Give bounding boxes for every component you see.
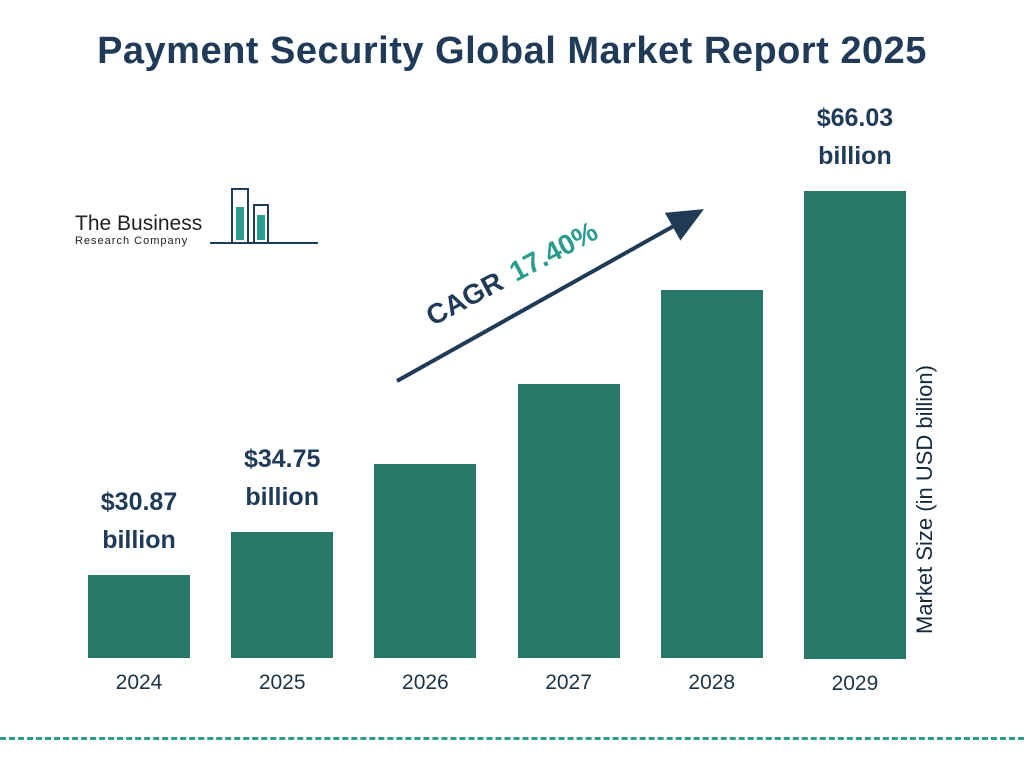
bar-value-unit: billion [818,141,892,170]
x-axis-tick-label: 2026 [402,671,449,694]
x-axis-tick-label: 2028 [688,671,736,694]
x-axis-tick-label: 2029 [831,671,879,695]
page-title: Payment Security Global Market Report 20… [97,30,927,72]
x-axis-tick-label: 2024 [115,671,163,694]
company-logo-text: The Business Research Company [75,212,202,247]
bar [88,575,190,658]
bar-value-label: $66.03 billion [817,100,893,175]
logo-chart-icon [210,188,319,244]
bar-column: $30.87 billion 2024 [88,100,190,708]
bar-value-label: $34.75 billion [244,441,320,516]
company-logo: The Business Research Company [75,185,320,247]
bar [517,384,620,658]
logo-line2: Research Company [75,235,189,247]
bar-column: 2026 [374,100,477,708]
bar-value-unit: billion [102,525,176,554]
bar-column: 2028 [660,100,763,708]
bar-value-text: $34.75 [243,445,321,473]
bar-column: 2027 [517,100,620,708]
bar [803,191,906,660]
bar-value-label: $30.87 billion [101,484,177,559]
bar-value-text: $66.03 [816,104,894,132]
bottom-dashed-divider [0,737,1024,740]
x-axis-tick-label: 2027 [545,671,592,694]
bar-chart: $30.87 billion 2024 $34.75 billion 2025 … [88,100,906,708]
bar [660,290,763,658]
logo-line1: The Business [75,211,203,235]
y-axis-label: Market Size (in USD billion) [912,365,937,635]
bar-column: $34.75 billion 2025 [231,100,334,708]
bar-value-text: $30.87 [100,488,178,516]
bar [374,464,477,658]
x-axis-tick-label: 2025 [258,671,306,694]
bar [231,532,334,658]
bar-value-unit: billion [245,482,319,511]
bar-column: $66.03 billion 2029 [803,100,906,708]
